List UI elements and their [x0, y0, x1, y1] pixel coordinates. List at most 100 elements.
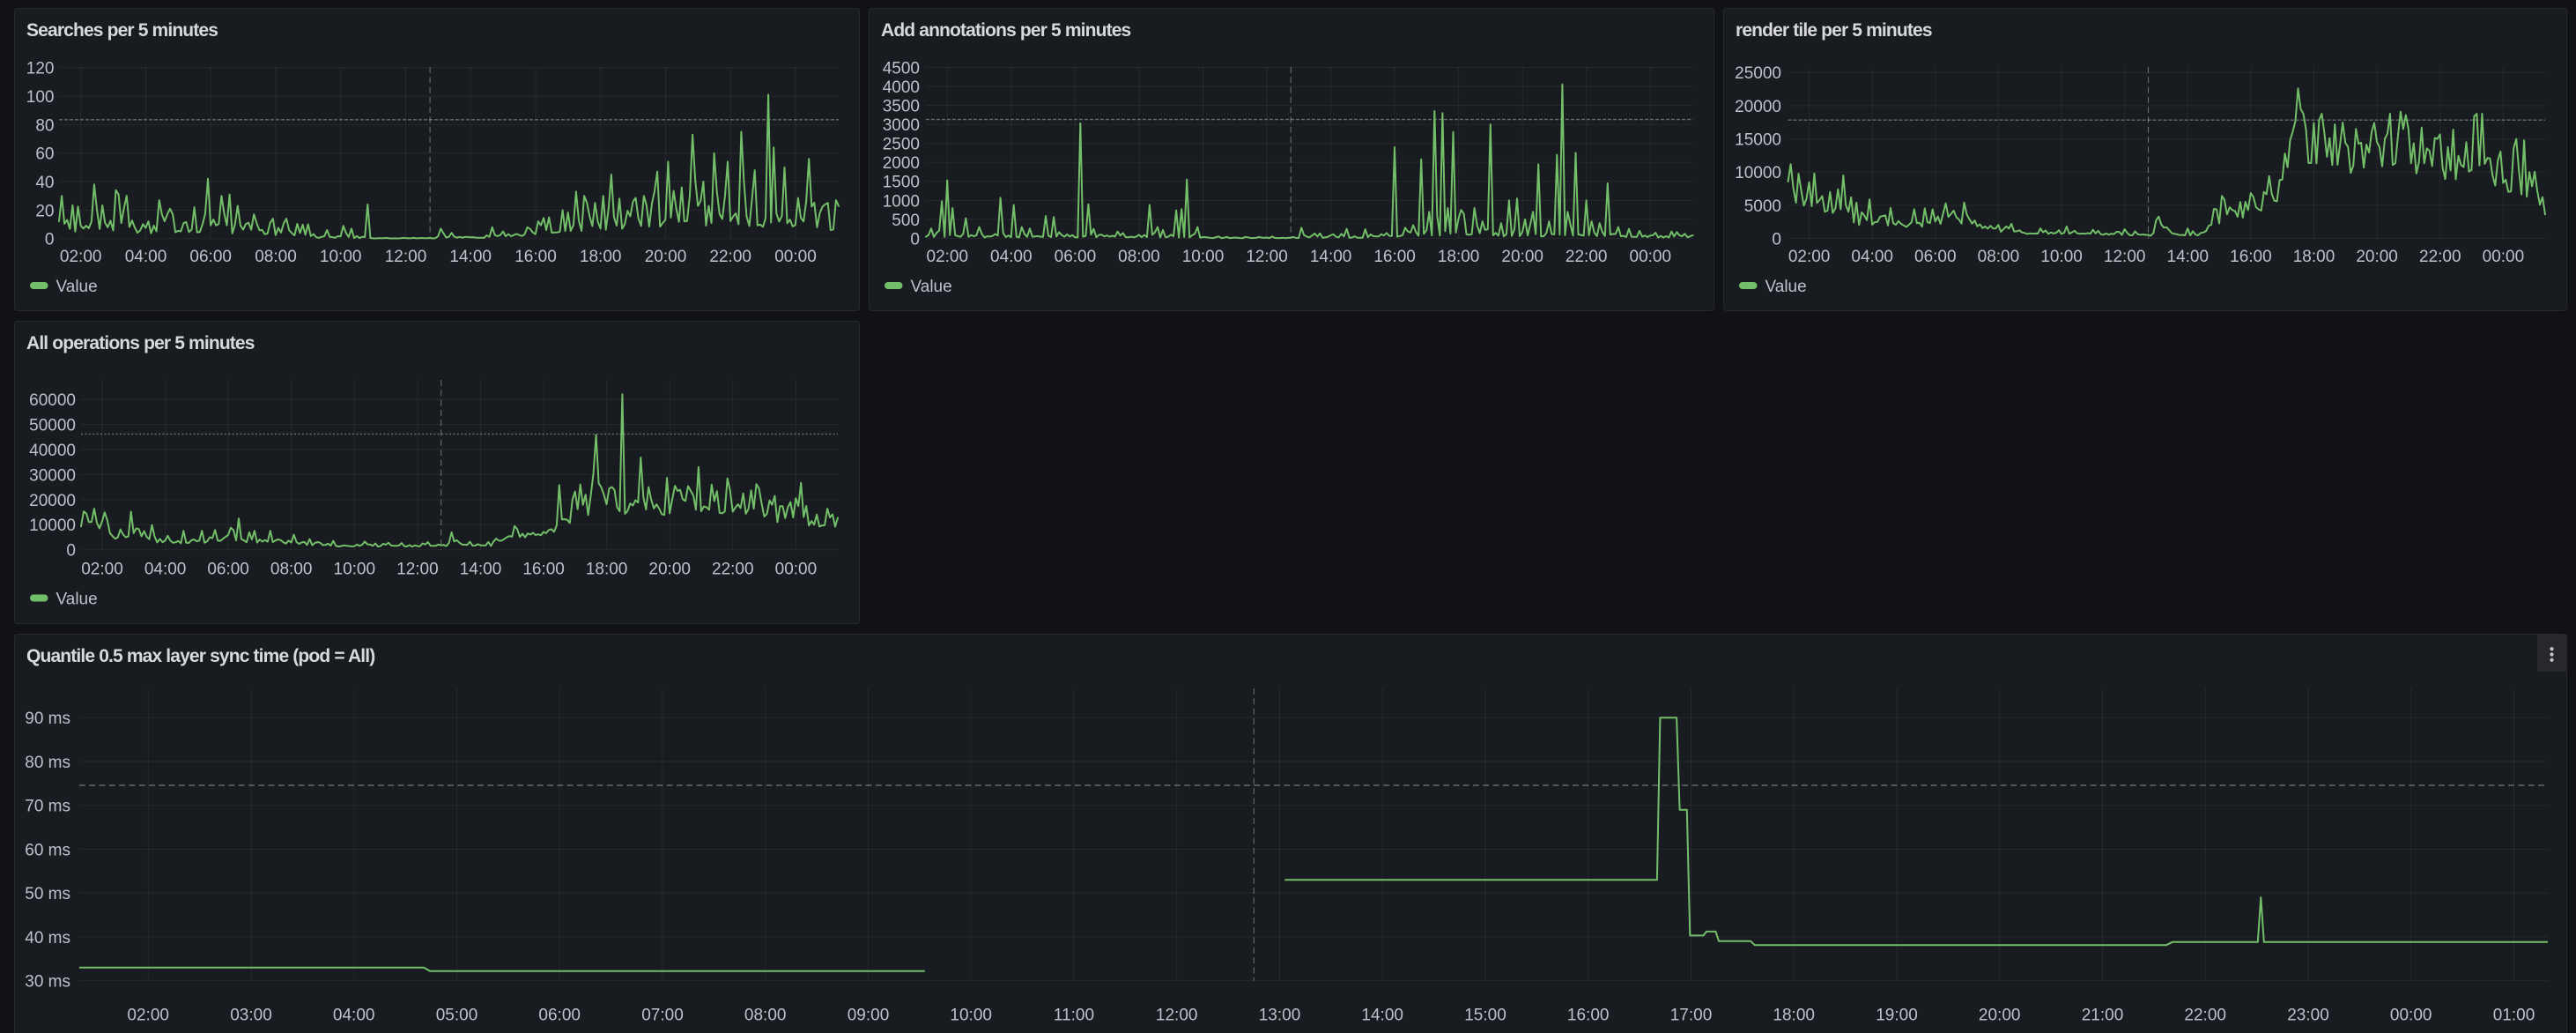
svg-text:90 ms: 90 ms	[25, 710, 70, 728]
svg-text:22:00: 22:00	[2184, 1007, 2226, 1025]
svg-text:10:00: 10:00	[2040, 248, 2083, 266]
svg-text:20000: 20000	[29, 492, 76, 510]
svg-text:02:00: 02:00	[927, 248, 969, 266]
svg-text:04:00: 04:00	[1851, 248, 1893, 266]
svg-text:08:00: 08:00	[270, 561, 313, 579]
svg-text:0: 0	[45, 231, 55, 249]
svg-text:04:00: 04:00	[990, 248, 1033, 266]
svg-text:4500: 4500	[883, 59, 920, 78]
svg-text:02:00: 02:00	[1788, 248, 1831, 266]
svg-text:70 ms: 70 ms	[25, 798, 70, 816]
svg-text:80: 80	[35, 116, 54, 135]
svg-text:10000: 10000	[29, 516, 76, 535]
svg-text:16:00: 16:00	[522, 561, 565, 579]
svg-text:10000: 10000	[1735, 164, 1781, 182]
svg-text:20:00: 20:00	[2356, 248, 2398, 266]
svg-text:40: 40	[35, 174, 54, 192]
svg-text:22:00: 22:00	[709, 248, 751, 266]
svg-text:60000: 60000	[29, 391, 76, 410]
svg-text:3500: 3500	[883, 97, 920, 115]
svg-text:40000: 40000	[29, 442, 76, 460]
svg-text:01:00: 01:00	[2493, 1007, 2535, 1025]
svg-text:00:00: 00:00	[1630, 248, 1672, 266]
svg-text:100: 100	[26, 88, 55, 107]
svg-text:Value: Value	[56, 590, 98, 608]
svg-text:08:00: 08:00	[1978, 248, 2020, 266]
svg-text:15:00: 15:00	[1464, 1007, 1506, 1025]
svg-text:13:00: 13:00	[1259, 1007, 1301, 1025]
svg-text:50000: 50000	[29, 416, 76, 435]
svg-text:1500: 1500	[883, 174, 920, 192]
svg-text:16:00: 16:00	[514, 248, 557, 266]
svg-text:06:00: 06:00	[1914, 248, 1957, 266]
svg-text:1000: 1000	[883, 192, 920, 211]
svg-text:Add annotations per 5 minutes: Add annotations per 5 minutes	[881, 20, 1131, 41]
svg-text:18:00: 18:00	[1773, 1007, 1815, 1025]
svg-text:Quantile 0.5 max layer sync ti: Quantile 0.5 max layer sync time (pod = …	[26, 646, 374, 666]
svg-text:08:00: 08:00	[744, 1007, 787, 1025]
svg-text:10:00: 10:00	[320, 248, 362, 266]
svg-text:16:00: 16:00	[2230, 248, 2272, 266]
svg-text:20:00: 20:00	[645, 248, 687, 266]
svg-text:14:00: 14:00	[2167, 248, 2210, 266]
svg-text:4000: 4000	[883, 78, 920, 97]
svg-text:07:00: 07:00	[641, 1007, 684, 1025]
svg-text:500: 500	[892, 212, 920, 230]
svg-text:25000: 25000	[1735, 64, 1781, 83]
svg-text:Searches per 5 minutes: Searches per 5 minutes	[26, 20, 218, 41]
svg-text:04:00: 04:00	[144, 561, 187, 579]
svg-text:05:00: 05:00	[436, 1007, 478, 1025]
svg-text:20:00: 20:00	[1979, 1007, 2021, 1025]
svg-text:17:00: 17:00	[1670, 1007, 1713, 1025]
svg-text:00:00: 00:00	[2483, 248, 2525, 266]
svg-text:08:00: 08:00	[1118, 248, 1160, 266]
svg-text:Value: Value	[1765, 278, 1807, 296]
svg-text:30 ms: 30 ms	[25, 973, 70, 992]
svg-text:06:00: 06:00	[538, 1007, 581, 1025]
svg-text:00:00: 00:00	[2390, 1007, 2432, 1025]
svg-text:00:00: 00:00	[774, 248, 817, 266]
svg-text:40 ms: 40 ms	[25, 929, 70, 948]
svg-text:60 ms: 60 ms	[25, 841, 70, 859]
svg-text:60: 60	[35, 145, 54, 164]
svg-text:render tile per 5 minutes: render tile per 5 minutes	[1736, 20, 1932, 41]
svg-text:80 ms: 80 ms	[25, 754, 70, 772]
svg-text:14:00: 14:00	[1310, 248, 1352, 266]
svg-text:22:00: 22:00	[1566, 248, 1608, 266]
svg-text:2000: 2000	[883, 154, 920, 173]
svg-text:12:00: 12:00	[385, 248, 427, 266]
svg-text:120: 120	[26, 60, 55, 78]
svg-text:10:00: 10:00	[1182, 248, 1225, 266]
svg-text:12:00: 12:00	[1246, 248, 1288, 266]
svg-text:18:00: 18:00	[580, 248, 622, 266]
svg-text:04:00: 04:00	[333, 1007, 375, 1025]
svg-text:06:00: 06:00	[1055, 248, 1097, 266]
svg-text:11:00: 11:00	[1054, 1007, 1094, 1025]
svg-text:02:00: 02:00	[81, 561, 123, 579]
svg-text:15000: 15000	[1735, 131, 1781, 150]
svg-text:22:00: 22:00	[712, 561, 754, 579]
svg-text:10:00: 10:00	[334, 561, 376, 579]
svg-text:16:00: 16:00	[1567, 1007, 1610, 1025]
svg-text:10:00: 10:00	[950, 1007, 992, 1025]
svg-text:14:00: 14:00	[1361, 1007, 1403, 1025]
svg-text:3000: 3000	[883, 116, 920, 135]
svg-text:09:00: 09:00	[848, 1007, 890, 1025]
svg-text:30000: 30000	[29, 466, 76, 485]
svg-text:19:00: 19:00	[1876, 1007, 1918, 1025]
svg-text:14:00: 14:00	[460, 561, 502, 579]
svg-text:20:00: 20:00	[648, 561, 691, 579]
svg-text:20: 20	[35, 202, 54, 220]
svg-text:14:00: 14:00	[449, 248, 492, 266]
svg-text:23:00: 23:00	[2287, 1007, 2329, 1025]
svg-text:04:00: 04:00	[125, 248, 167, 266]
svg-text:Value: Value	[56, 278, 98, 296]
svg-text:0: 0	[66, 542, 76, 561]
svg-text:03:00: 03:00	[230, 1007, 272, 1025]
svg-text:20:00: 20:00	[1501, 248, 1543, 266]
svg-text:00:00: 00:00	[775, 561, 818, 579]
svg-text:5000: 5000	[1744, 197, 1781, 216]
svg-text:22:00: 22:00	[2419, 248, 2461, 266]
svg-text:12:00: 12:00	[396, 561, 439, 579]
svg-text:0: 0	[1772, 230, 1781, 249]
